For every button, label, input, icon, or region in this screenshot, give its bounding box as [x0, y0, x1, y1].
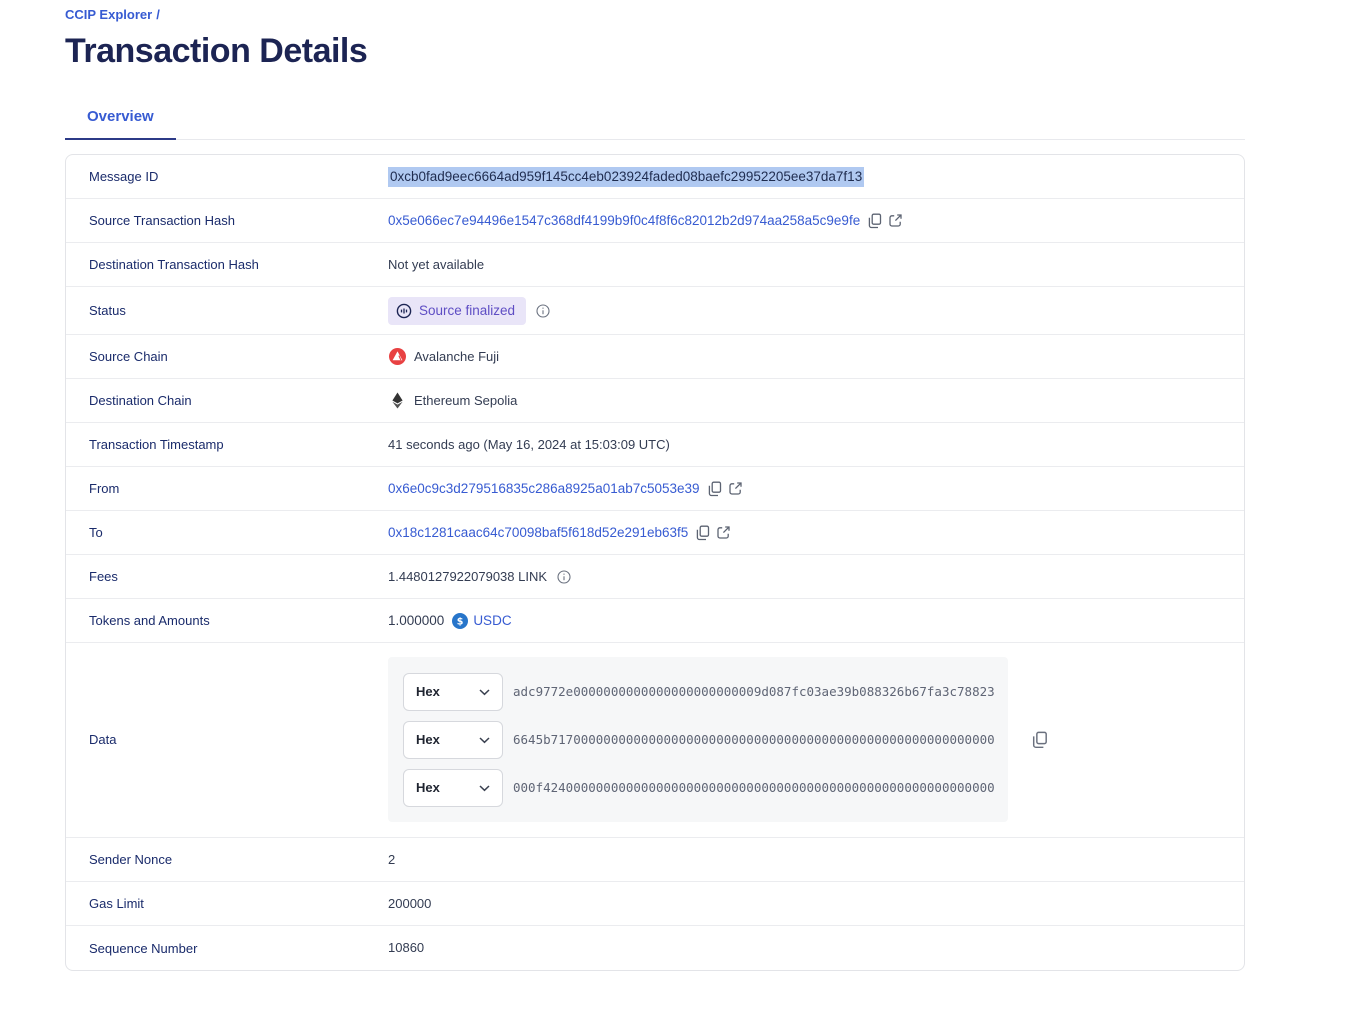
- transaction-details-page: CCIP Explorer / Transaction Details Overv…: [65, 7, 1245, 971]
- table-row-from: From 0x6e0c9c3d279516835c286a8925a01ab7c…: [66, 467, 1244, 511]
- transaction-details-table: Message ID 0xcb0fad9eec6664ad959f145cc4e…: [65, 154, 1245, 971]
- sender-nonce-value: 2: [388, 851, 396, 867]
- row-label: To: [89, 525, 103, 540]
- page-title: Transaction Details: [65, 32, 368, 70]
- table-row-sequence-number: Sequence Number 10860: [66, 926, 1244, 970]
- row-label: From: [89, 481, 120, 496]
- token-link-usdc[interactable]: $ USDC: [452, 612, 512, 630]
- chevron-down-icon: [479, 737, 490, 744]
- data-line: Hex adc9772e0000000000000000000000009d08…: [403, 670, 995, 713]
- info-icon[interactable]: [557, 569, 571, 584]
- table-row-source-tx-hash: Source Transaction Hash 0x5e066ec7e94496…: [66, 199, 1244, 243]
- table-row-to: To 0x18c1281caac64c70098baf5f618d52e291e…: [66, 511, 1244, 555]
- gas-limit-value: 200000: [388, 895, 432, 911]
- breadcrumb-separator: /: [156, 7, 160, 22]
- data-format-label: Hex: [416, 780, 440, 795]
- status-badge: Source finalized: [388, 296, 527, 325]
- dest-chain-name: Ethereum Sepolia: [414, 392, 518, 408]
- data-format-select[interactable]: Hex: [403, 768, 503, 807]
- svg-text:$: $: [457, 616, 464, 627]
- message-id-value: 0xcb0fad9eec6664ad959f145cc4eb023924fade…: [388, 166, 865, 187]
- external-link-icon[interactable]: [728, 482, 742, 495]
- copy-icon[interactable]: [868, 213, 882, 229]
- data-format-select[interactable]: Hex: [403, 672, 503, 711]
- copy-icon[interactable]: [708, 481, 722, 497]
- chevron-down-icon: [479, 689, 490, 696]
- fees-value: 1.4480127922079038 LINK: [388, 568, 548, 584]
- chevron-down-icon: [479, 785, 490, 792]
- row-label: Gas Limit: [89, 896, 144, 911]
- row-label: Sender Nonce: [89, 852, 173, 867]
- tab-overview[interactable]: Overview: [65, 108, 176, 140]
- avalanche-logo-icon: [388, 348, 406, 365]
- data-hex-value: 000f424000000000000000000000000000000000…: [513, 779, 995, 795]
- table-row-sender-nonce: Sender Nonce 2: [66, 838, 1244, 882]
- row-label: Tokens and Amounts: [89, 613, 210, 628]
- data-hex-value: adc9772e0000000000000000000000009d087fc0…: [513, 683, 995, 699]
- table-row-tokens: Tokens and Amounts 1.000000 $ USDC: [66, 599, 1244, 643]
- copy-icon[interactable]: [1032, 731, 1048, 749]
- token-symbol: USDC: [473, 612, 512, 628]
- tab-bar: Overview: [65, 108, 1245, 140]
- data-line: Hex 000f42400000000000000000000000000000…: [403, 766, 995, 809]
- table-row-fees: Fees 1.4480127922079038 LINK: [66, 555, 1244, 599]
- table-row-dest-tx-hash: Destination Transaction Hash Not yet ava…: [66, 243, 1244, 287]
- sequence-number-value: 10860: [388, 940, 425, 955]
- data-panel: Hex adc9772e0000000000000000000000009d08…: [388, 657, 1008, 822]
- timestamp-value: 41 seconds ago (May 16, 2024 at 15:03:09…: [388, 436, 670, 452]
- progress-circle-icon: [396, 303, 412, 319]
- token-amount: 1.000000: [388, 612, 445, 628]
- row-label: Destination Transaction Hash: [89, 257, 259, 272]
- table-row-data: Data Hex adc9772e00000000000000000000000…: [66, 643, 1244, 838]
- row-label: Fees: [89, 569, 118, 584]
- table-row-source-chain: Source Chain Avalanche Fuji: [66, 335, 1244, 379]
- row-label: Transaction Timestamp: [89, 437, 224, 452]
- data-line: Hex 6645b7170000000000000000000000000000…: [403, 718, 995, 761]
- row-label: Sequence Number: [89, 940, 198, 956]
- table-row-dest-chain: Destination Chain Ethereum Sepolia: [66, 379, 1244, 423]
- dest-tx-hash-value: Not yet available: [388, 256, 485, 272]
- table-row-timestamp: Transaction Timestamp 41 seconds ago (Ma…: [66, 423, 1244, 467]
- table-row-gas-limit: Gas Limit 200000: [66, 882, 1244, 926]
- external-link-icon[interactable]: [889, 214, 902, 227]
- external-link-icon[interactable]: [717, 526, 730, 539]
- row-label: Data: [89, 732, 117, 747]
- row-label: Destination Chain: [89, 393, 192, 408]
- copy-icon[interactable]: [696, 525, 710, 541]
- table-row-status: Status Source finalized: [66, 287, 1244, 335]
- data-format-select[interactable]: Hex: [403, 720, 503, 759]
- data-format-label: Hex: [416, 732, 440, 747]
- data-hex-value: 6645b71700000000000000000000000000000000…: [513, 731, 995, 747]
- row-label: Message ID: [89, 169, 159, 184]
- breadcrumb: CCIP Explorer /: [65, 7, 1245, 22]
- data-format-label: Hex: [416, 684, 440, 699]
- table-row-message-id: Message ID 0xcb0fad9eec6664ad959f145cc4e…: [66, 155, 1244, 199]
- row-label: Source Chain: [89, 349, 168, 364]
- info-icon[interactable]: [536, 303, 550, 318]
- breadcrumb-link-ccip-explorer[interactable]: CCIP Explorer: [65, 7, 153, 22]
- from-address-link[interactable]: 0x6e0c9c3d279516835c286a8925a01ab7c5053e…: [388, 480, 700, 496]
- usdc-logo-icon: $: [452, 612, 469, 629]
- ethereum-logo-icon: [388, 392, 406, 409]
- status-badge-label: Source finalized: [419, 302, 516, 318]
- source-tx-hash-link[interactable]: 0x5e066ec7e94496e1547c368df4199b9f0c4f8f…: [388, 212, 861, 228]
- row-label: Source Transaction Hash: [89, 213, 235, 228]
- row-label: Status: [89, 303, 126, 318]
- source-chain-name: Avalanche Fuji: [414, 348, 500, 364]
- to-address-link[interactable]: 0x18c1281caac64c70098baf5f618d52e291eb63…: [388, 524, 689, 540]
